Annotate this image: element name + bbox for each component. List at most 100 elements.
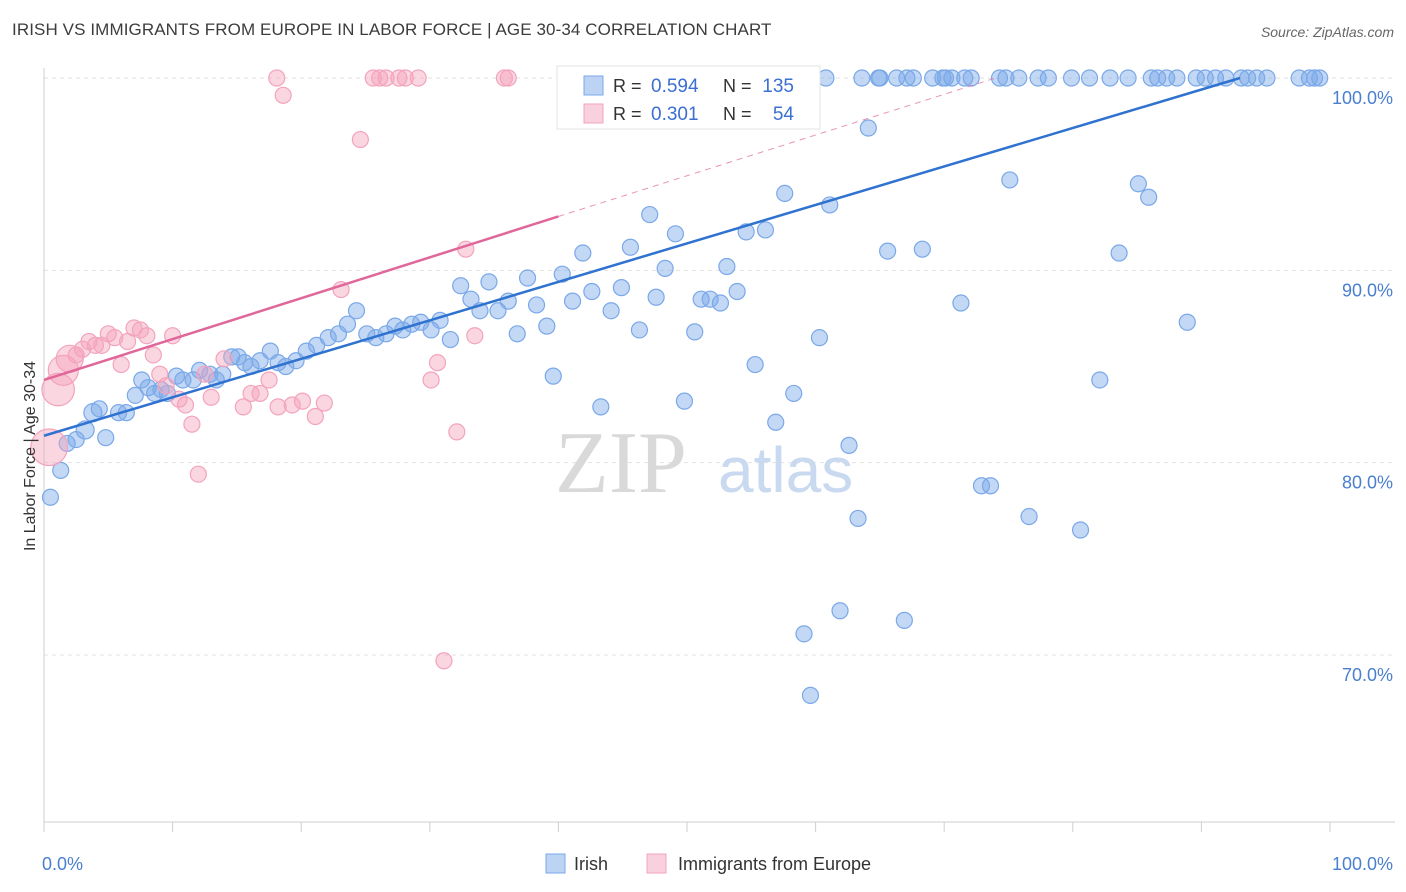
irish-point [1062,69,1081,87]
r-value: 0.594 [651,76,699,97]
europe-point [269,398,287,416]
europe-point [274,86,292,104]
irish-point [756,221,775,239]
irish-point [441,330,459,349]
irish-point [583,282,601,301]
europe-point [202,388,220,406]
europe-point [495,69,513,87]
europe-point [144,346,162,364]
irish-point [701,290,719,308]
irish-point [1187,69,1205,87]
irish-legend-label: Irish [574,854,608,874]
x-tick-label: 0.0% [42,854,83,874]
europe-point [409,69,427,87]
bottom-legend: Irish Immigrants from Europe [545,853,871,874]
irish-point [895,611,913,629]
irish-point [859,119,877,137]
europe-point [106,329,124,347]
irish-point [981,477,1000,495]
irish-point [1140,188,1158,206]
watermark-suffix: atlas [718,434,853,506]
stats-legend: R = 0.594 N = 135 R = 0.301 N = 54 [556,65,821,130]
irish-point [718,257,736,276]
irish-point [139,379,157,397]
n-label: N = [723,76,752,96]
irish-point [52,461,70,479]
irish-point [1039,69,1057,87]
europe-point [435,652,453,670]
irish-point [1080,69,1099,87]
irish-point [1101,69,1119,87]
y-tick-label: 90.0% [1342,280,1393,300]
europe-point [293,392,312,410]
irish-point [612,279,631,297]
europe-point [86,336,105,354]
irish-point [943,69,961,87]
irish-point [728,282,746,301]
irish-point [621,238,640,256]
europe-point [396,69,414,87]
irish-point [1001,171,1019,189]
europe-point [268,69,286,87]
irish-point [319,329,337,347]
irish-point [97,429,115,447]
irish-point [776,184,794,202]
irish-point [972,477,991,495]
x-tick-label: 100.0% [1332,854,1393,874]
irish-point [90,400,108,418]
data-points [30,69,1329,704]
y-tick-label: 80.0% [1342,473,1393,493]
europe-point [428,354,447,372]
r-label: R = [613,76,642,96]
europe-point [377,69,395,87]
irish-point [1091,371,1109,389]
irish-point [508,325,526,343]
europe-point [315,394,333,412]
europe-point [371,69,389,87]
irish-point [853,69,871,87]
irish-point [563,292,582,310]
irish-point [746,355,764,374]
irish-point [1010,69,1028,87]
y-tick-label: 100.0% [1332,88,1393,108]
europe-point [215,350,233,368]
r-label: R = [613,104,642,124]
irish-point [1110,244,1128,262]
europe-point [131,321,150,339]
europe-point [364,69,382,87]
irish-point [1178,313,1196,331]
irish-point [810,329,829,347]
irish-point [656,259,674,278]
irish-point [801,686,820,704]
irish-point [795,625,813,643]
irish-point [831,602,849,620]
n-value: 54 [773,104,795,125]
irish-point [1311,69,1329,87]
irish-point [41,488,60,506]
europe-point [466,327,484,345]
europe-point [67,346,85,364]
trend-lines [43,76,1241,437]
europe-point [41,372,75,407]
irish-point [1129,175,1147,193]
europe-point [189,465,207,483]
source-label: Source: ZipAtlas.com [1260,24,1394,40]
irish-point [904,69,922,87]
europe-point [390,69,408,87]
europe-point [260,371,278,389]
n-value: 135 [762,76,794,97]
irish-point [952,294,970,312]
irish-point [1168,69,1186,87]
n-label: N = [723,104,752,124]
irish-point [956,69,974,87]
y-tick-labels: 70.0% 80.0% 90.0% 100.0% [1332,88,1393,685]
irish-point [767,413,785,431]
irish-point [913,240,931,258]
europe-point [448,423,466,441]
irish-point [711,294,730,312]
irish-point [849,509,867,528]
irish-point [630,321,649,339]
irish-point [527,296,546,314]
europe-point [157,377,175,395]
